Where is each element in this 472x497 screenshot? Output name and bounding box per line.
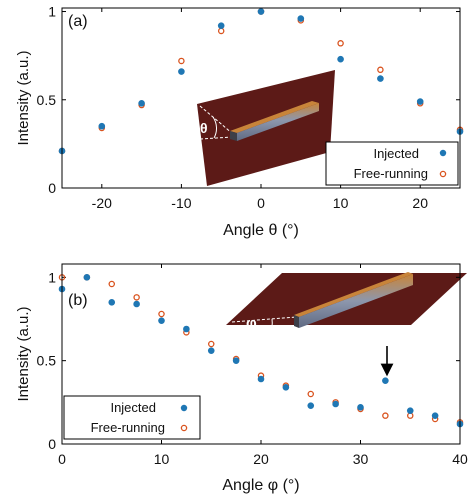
free-running-point-a xyxy=(337,40,344,47)
injected-point-a xyxy=(98,122,106,130)
inset-a-bar-side xyxy=(237,103,319,141)
axes-frame-a xyxy=(61,7,461,189)
injected-point-a xyxy=(178,68,185,75)
injected-point-a xyxy=(416,98,424,105)
injected-point-b xyxy=(207,347,215,354)
inset-a-angle-line-2 xyxy=(199,136,234,140)
inset-b-angle-symbol: φ xyxy=(246,315,257,332)
injected-point-a xyxy=(297,15,305,22)
injected-point-b xyxy=(183,325,190,333)
injected-point-b xyxy=(133,300,140,308)
x-tick-label-b: 10 xyxy=(154,451,170,467)
plot-area-b: 0 10 20 30 40 0 0.5 1 xyxy=(37,264,468,467)
free-running-point-b xyxy=(382,412,389,419)
injected-point-b xyxy=(406,407,414,414)
inset-a-waveguide: θ xyxy=(197,70,335,186)
free-running-point-b xyxy=(307,390,314,398)
free-running-point-b xyxy=(133,294,140,301)
x-tick-label-a: 20 xyxy=(412,195,428,211)
legend-a-label-free-running: Free-running xyxy=(354,166,428,181)
x-tick-label-b: 20 xyxy=(253,451,269,467)
y-tick-label-a: 0 xyxy=(48,180,56,196)
y-tick-label-b: 1 xyxy=(48,269,56,285)
y-tick-label-a: 1 xyxy=(48,4,56,20)
free-running-point-b xyxy=(108,280,116,288)
legend-b-label-injected: Injected xyxy=(110,400,156,415)
injected-point-b xyxy=(357,404,364,411)
injected-point-b xyxy=(307,402,315,409)
injected-point-b xyxy=(83,274,91,281)
legend-a-label-injected: Injected xyxy=(373,146,419,161)
injected-point-a xyxy=(138,99,145,107)
inset-b-waveguide: φ xyxy=(226,272,467,332)
inset-a-bar-end xyxy=(230,131,237,141)
injected-point-b xyxy=(431,412,439,419)
legend-a: Injected Free-running xyxy=(325,141,459,186)
injected-point-a xyxy=(217,22,225,29)
injected-point-b xyxy=(232,357,240,364)
injected-point-a xyxy=(257,8,265,15)
panel-label-a: (a) xyxy=(68,13,88,30)
legend-a-marker-injected xyxy=(439,149,447,157)
x-tick-label-b: 30 xyxy=(353,451,369,467)
free-running-point-a xyxy=(178,57,185,65)
legend-b-marker-free-running xyxy=(180,424,188,432)
inset-a-angle-symbol: θ xyxy=(200,120,208,136)
x-axis-label-b: Angle φ (°) xyxy=(222,477,299,494)
x-axis-label-a: Angle θ (°) xyxy=(223,222,299,239)
inset-a-bar-top xyxy=(230,101,319,133)
inset-b-bar-end xyxy=(294,315,299,328)
x-tick-label-a: 10 xyxy=(333,195,349,211)
free-running-point-a xyxy=(377,66,384,74)
injected-point-b xyxy=(158,317,165,324)
inset-a-angle-line-1 xyxy=(199,105,234,135)
legend-b-box xyxy=(63,395,201,440)
panel-b: φ 0 10 20 30 40 0 0.5 1 (b) Intensity (a.u.) An… xyxy=(15,263,468,494)
plot-area-a: -20 -10 0 10 20 0 0.5 1 xyxy=(37,4,464,211)
y-tick-label-b: 0.5 xyxy=(37,353,57,369)
y-axis-label-a: Intensity (a.u.) xyxy=(15,50,32,145)
x-tick-label-b: 40 xyxy=(452,451,468,467)
legend-b-label-free-running: Free-running xyxy=(91,420,165,435)
inset-b-bar-side xyxy=(299,274,413,328)
free-running-point-b xyxy=(207,340,215,348)
legend-a-box xyxy=(325,141,459,186)
free-running-point-a xyxy=(217,27,225,35)
y-tick-label-a: 0.5 xyxy=(37,92,57,108)
injected-point-a xyxy=(337,55,344,63)
inset-a-angle-arc xyxy=(212,116,217,139)
legend-b-marker-injected xyxy=(180,404,188,412)
x-tick-label-a: -10 xyxy=(171,195,191,211)
legend-a-marker-free-running xyxy=(439,170,447,178)
injected-point-a xyxy=(377,75,384,82)
injected-point-b xyxy=(332,400,339,408)
panel-label-b: (b) xyxy=(68,292,88,309)
y-axis-label-b: Intensity (a.u.) xyxy=(15,306,32,401)
injected-point-b xyxy=(382,377,389,384)
injected-point-b xyxy=(257,375,265,383)
x-tick-label-a: 0 xyxy=(257,195,265,211)
x-tick-label-b: 0 xyxy=(58,451,66,467)
x-tick-label-a: -20 xyxy=(92,195,112,211)
free-running-point-b xyxy=(158,310,165,318)
inset-b-angle-line-1 xyxy=(231,316,297,323)
axes-frame-b xyxy=(61,263,461,445)
y-tick-label-b: 0 xyxy=(48,436,56,452)
legend-b: Injected Free-running xyxy=(63,395,201,440)
injected-point-b xyxy=(108,299,116,306)
inset-b-bar-top xyxy=(294,272,413,317)
injected-point-b xyxy=(282,384,290,391)
